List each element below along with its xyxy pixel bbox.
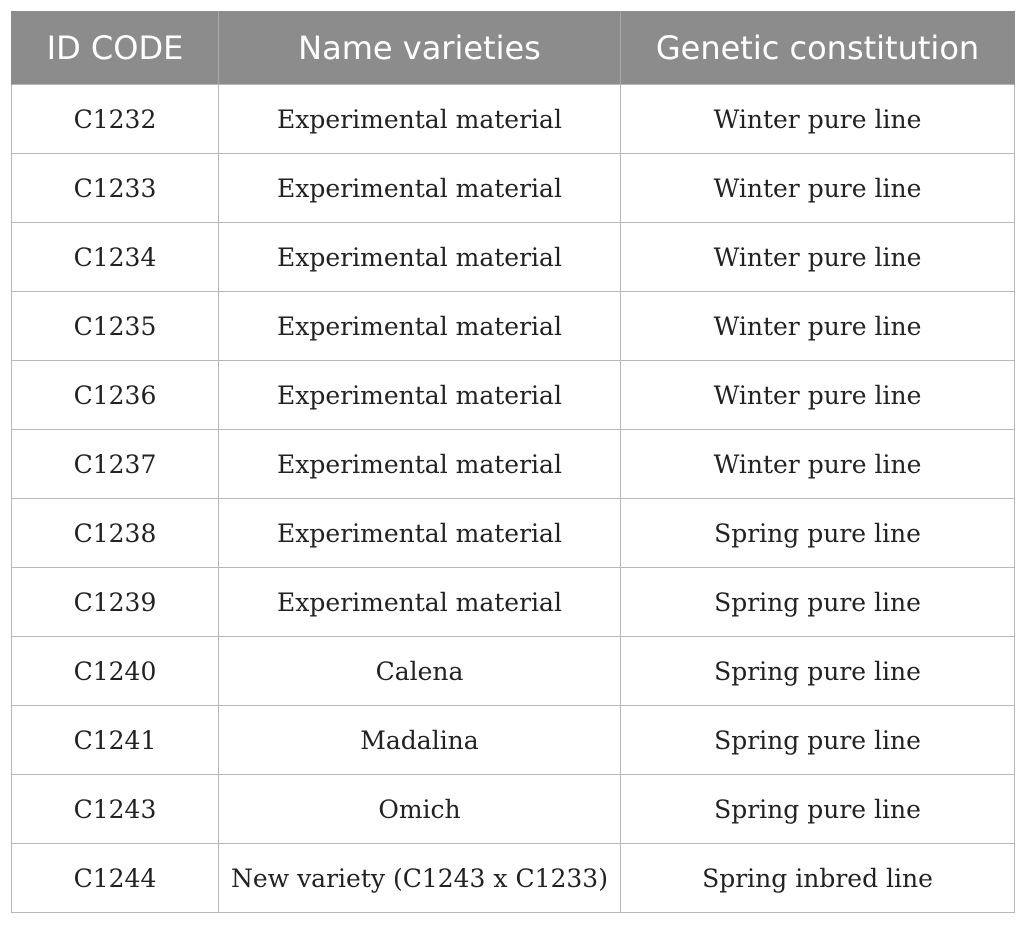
header-name-varieties: Name varieties bbox=[218, 11, 621, 85]
cell-genetic-constitution: Winter pure line bbox=[620, 360, 1015, 430]
table-row: C1233 Experimental material Winter pure … bbox=[11, 153, 1015, 223]
varieties-table-container: ID CODE Name varieties Genetic constitut… bbox=[11, 11, 1015, 913]
cell-genetic-constitution: Spring pure line bbox=[620, 636, 1015, 706]
cell-name-variety: Experimental material bbox=[218, 153, 621, 223]
table-row: C1244 New variety (C1243 x C1233) Spring… bbox=[11, 843, 1015, 913]
cell-id-code: C1244 bbox=[11, 843, 219, 913]
cell-name-variety: Experimental material bbox=[218, 291, 621, 361]
cell-id-code: C1238 bbox=[11, 498, 219, 568]
table-row: C1235 Experimental material Winter pure … bbox=[11, 291, 1015, 361]
cell-name-variety: Experimental material bbox=[218, 84, 621, 154]
cell-genetic-constitution: Winter pure line bbox=[620, 429, 1015, 499]
table-row: C1232 Experimental material Winter pure … bbox=[11, 84, 1015, 154]
table-row: C1241 Madalina Spring pure line bbox=[11, 705, 1015, 775]
cell-genetic-constitution: Spring pure line bbox=[620, 567, 1015, 637]
cell-id-code: C1234 bbox=[11, 222, 219, 292]
cell-name-variety: Omich bbox=[218, 774, 621, 844]
cell-name-variety: New variety (C1243 x C1233) bbox=[218, 843, 621, 913]
table-body: C1232 Experimental material Winter pure … bbox=[11, 84, 1015, 913]
cell-name-variety: Calena bbox=[218, 636, 621, 706]
table-row: C1240 Calena Spring pure line bbox=[11, 636, 1015, 706]
cell-name-variety: Experimental material bbox=[218, 360, 621, 430]
cell-name-variety: Experimental material bbox=[218, 567, 621, 637]
cell-name-variety: Madalina bbox=[218, 705, 621, 775]
header-row: ID CODE Name varieties Genetic constitut… bbox=[11, 11, 1015, 85]
table-row: C1239 Experimental material Spring pure … bbox=[11, 567, 1015, 637]
cell-genetic-constitution: Spring pure line bbox=[620, 498, 1015, 568]
cell-genetic-constitution: Winter pure line bbox=[620, 291, 1015, 361]
cell-genetic-constitution: Winter pure line bbox=[620, 222, 1015, 292]
cell-genetic-constitution: Winter pure line bbox=[620, 153, 1015, 223]
table-row: C1236 Experimental material Winter pure … bbox=[11, 360, 1015, 430]
cell-id-code: C1233 bbox=[11, 153, 219, 223]
cell-genetic-constitution: Spring inbred line bbox=[620, 843, 1015, 913]
cell-name-variety: Experimental material bbox=[218, 222, 621, 292]
cell-id-code: C1239 bbox=[11, 567, 219, 637]
cell-id-code: C1237 bbox=[11, 429, 219, 499]
cell-id-code: C1232 bbox=[11, 84, 219, 154]
cell-name-variety: Experimental material bbox=[218, 429, 621, 499]
cell-genetic-constitution: Spring pure line bbox=[620, 705, 1015, 775]
cell-id-code: C1241 bbox=[11, 705, 219, 775]
cell-id-code: C1240 bbox=[11, 636, 219, 706]
table-row: C1234 Experimental material Winter pure … bbox=[11, 222, 1015, 292]
table-header: ID CODE Name varieties Genetic constitut… bbox=[11, 11, 1015, 85]
table-row: C1237 Experimental material Winter pure … bbox=[11, 429, 1015, 499]
cell-id-code: C1235 bbox=[11, 291, 219, 361]
header-id-code: ID CODE bbox=[11, 11, 219, 85]
header-genetic-constitution: Genetic constitution bbox=[620, 11, 1015, 85]
varieties-table: ID CODE Name varieties Genetic constitut… bbox=[11, 11, 1015, 913]
cell-id-code: C1236 bbox=[11, 360, 219, 430]
cell-name-variety: Experimental material bbox=[218, 498, 621, 568]
cell-genetic-constitution: Winter pure line bbox=[620, 84, 1015, 154]
cell-id-code: C1243 bbox=[11, 774, 219, 844]
table-row: C1243 Omich Spring pure line bbox=[11, 774, 1015, 844]
cell-genetic-constitution: Spring pure line bbox=[620, 774, 1015, 844]
table-row: C1238 Experimental material Spring pure … bbox=[11, 498, 1015, 568]
